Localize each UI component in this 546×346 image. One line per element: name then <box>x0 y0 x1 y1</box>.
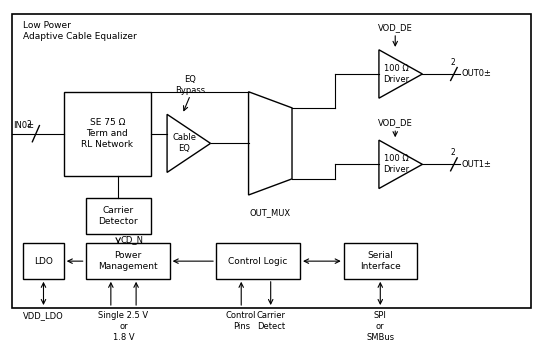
Text: 100 Ω
Driver: 100 Ω Driver <box>383 154 410 174</box>
Text: OUT1±: OUT1± <box>461 160 491 169</box>
Text: CD_N: CD_N <box>121 235 144 244</box>
Text: VOD_DE: VOD_DE <box>378 118 413 127</box>
Text: Serial
Interface: Serial Interface <box>360 251 401 271</box>
Text: EQ
Bypass: EQ Bypass <box>175 75 205 95</box>
Text: OUT0±: OUT0± <box>461 70 491 79</box>
Text: Power
Management: Power Management <box>98 251 157 271</box>
Bar <box>86 243 170 279</box>
Text: Carrier
Detector: Carrier Detector <box>98 206 138 226</box>
Text: LDO: LDO <box>34 257 53 266</box>
Text: 100 Ω
Driver: 100 Ω Driver <box>383 64 410 84</box>
Text: VOD_DE: VOD_DE <box>378 23 413 32</box>
Polygon shape <box>379 50 423 98</box>
Polygon shape <box>248 92 292 195</box>
Text: Low Power
Adaptive Cable Equalizer: Low Power Adaptive Cable Equalizer <box>23 21 137 41</box>
Bar <box>23 243 64 279</box>
Polygon shape <box>167 114 211 172</box>
Text: SPI
or
SMBus: SPI or SMBus <box>366 311 394 342</box>
Text: VDD_LDO: VDD_LDO <box>23 311 64 320</box>
Text: Cable
EQ: Cable EQ <box>173 133 197 153</box>
Text: 2: 2 <box>27 120 32 129</box>
Text: Carrier
Detect: Carrier Detect <box>256 311 285 331</box>
Bar <box>64 92 151 176</box>
Bar <box>86 198 151 234</box>
Text: IN0±: IN0± <box>13 121 34 130</box>
Text: Control Logic: Control Logic <box>228 257 288 266</box>
Text: OUT_MUX: OUT_MUX <box>250 208 291 217</box>
Text: Single 2.5 V
or
1.8 V: Single 2.5 V or 1.8 V <box>98 311 149 342</box>
Text: 2: 2 <box>450 58 455 67</box>
Bar <box>216 243 300 279</box>
Bar <box>343 243 417 279</box>
Text: SE 75 Ω
Term and
RL Network: SE 75 Ω Term and RL Network <box>81 118 133 149</box>
Polygon shape <box>379 140 423 189</box>
Text: Control
Pins: Control Pins <box>226 311 257 331</box>
Text: 2: 2 <box>450 148 455 157</box>
